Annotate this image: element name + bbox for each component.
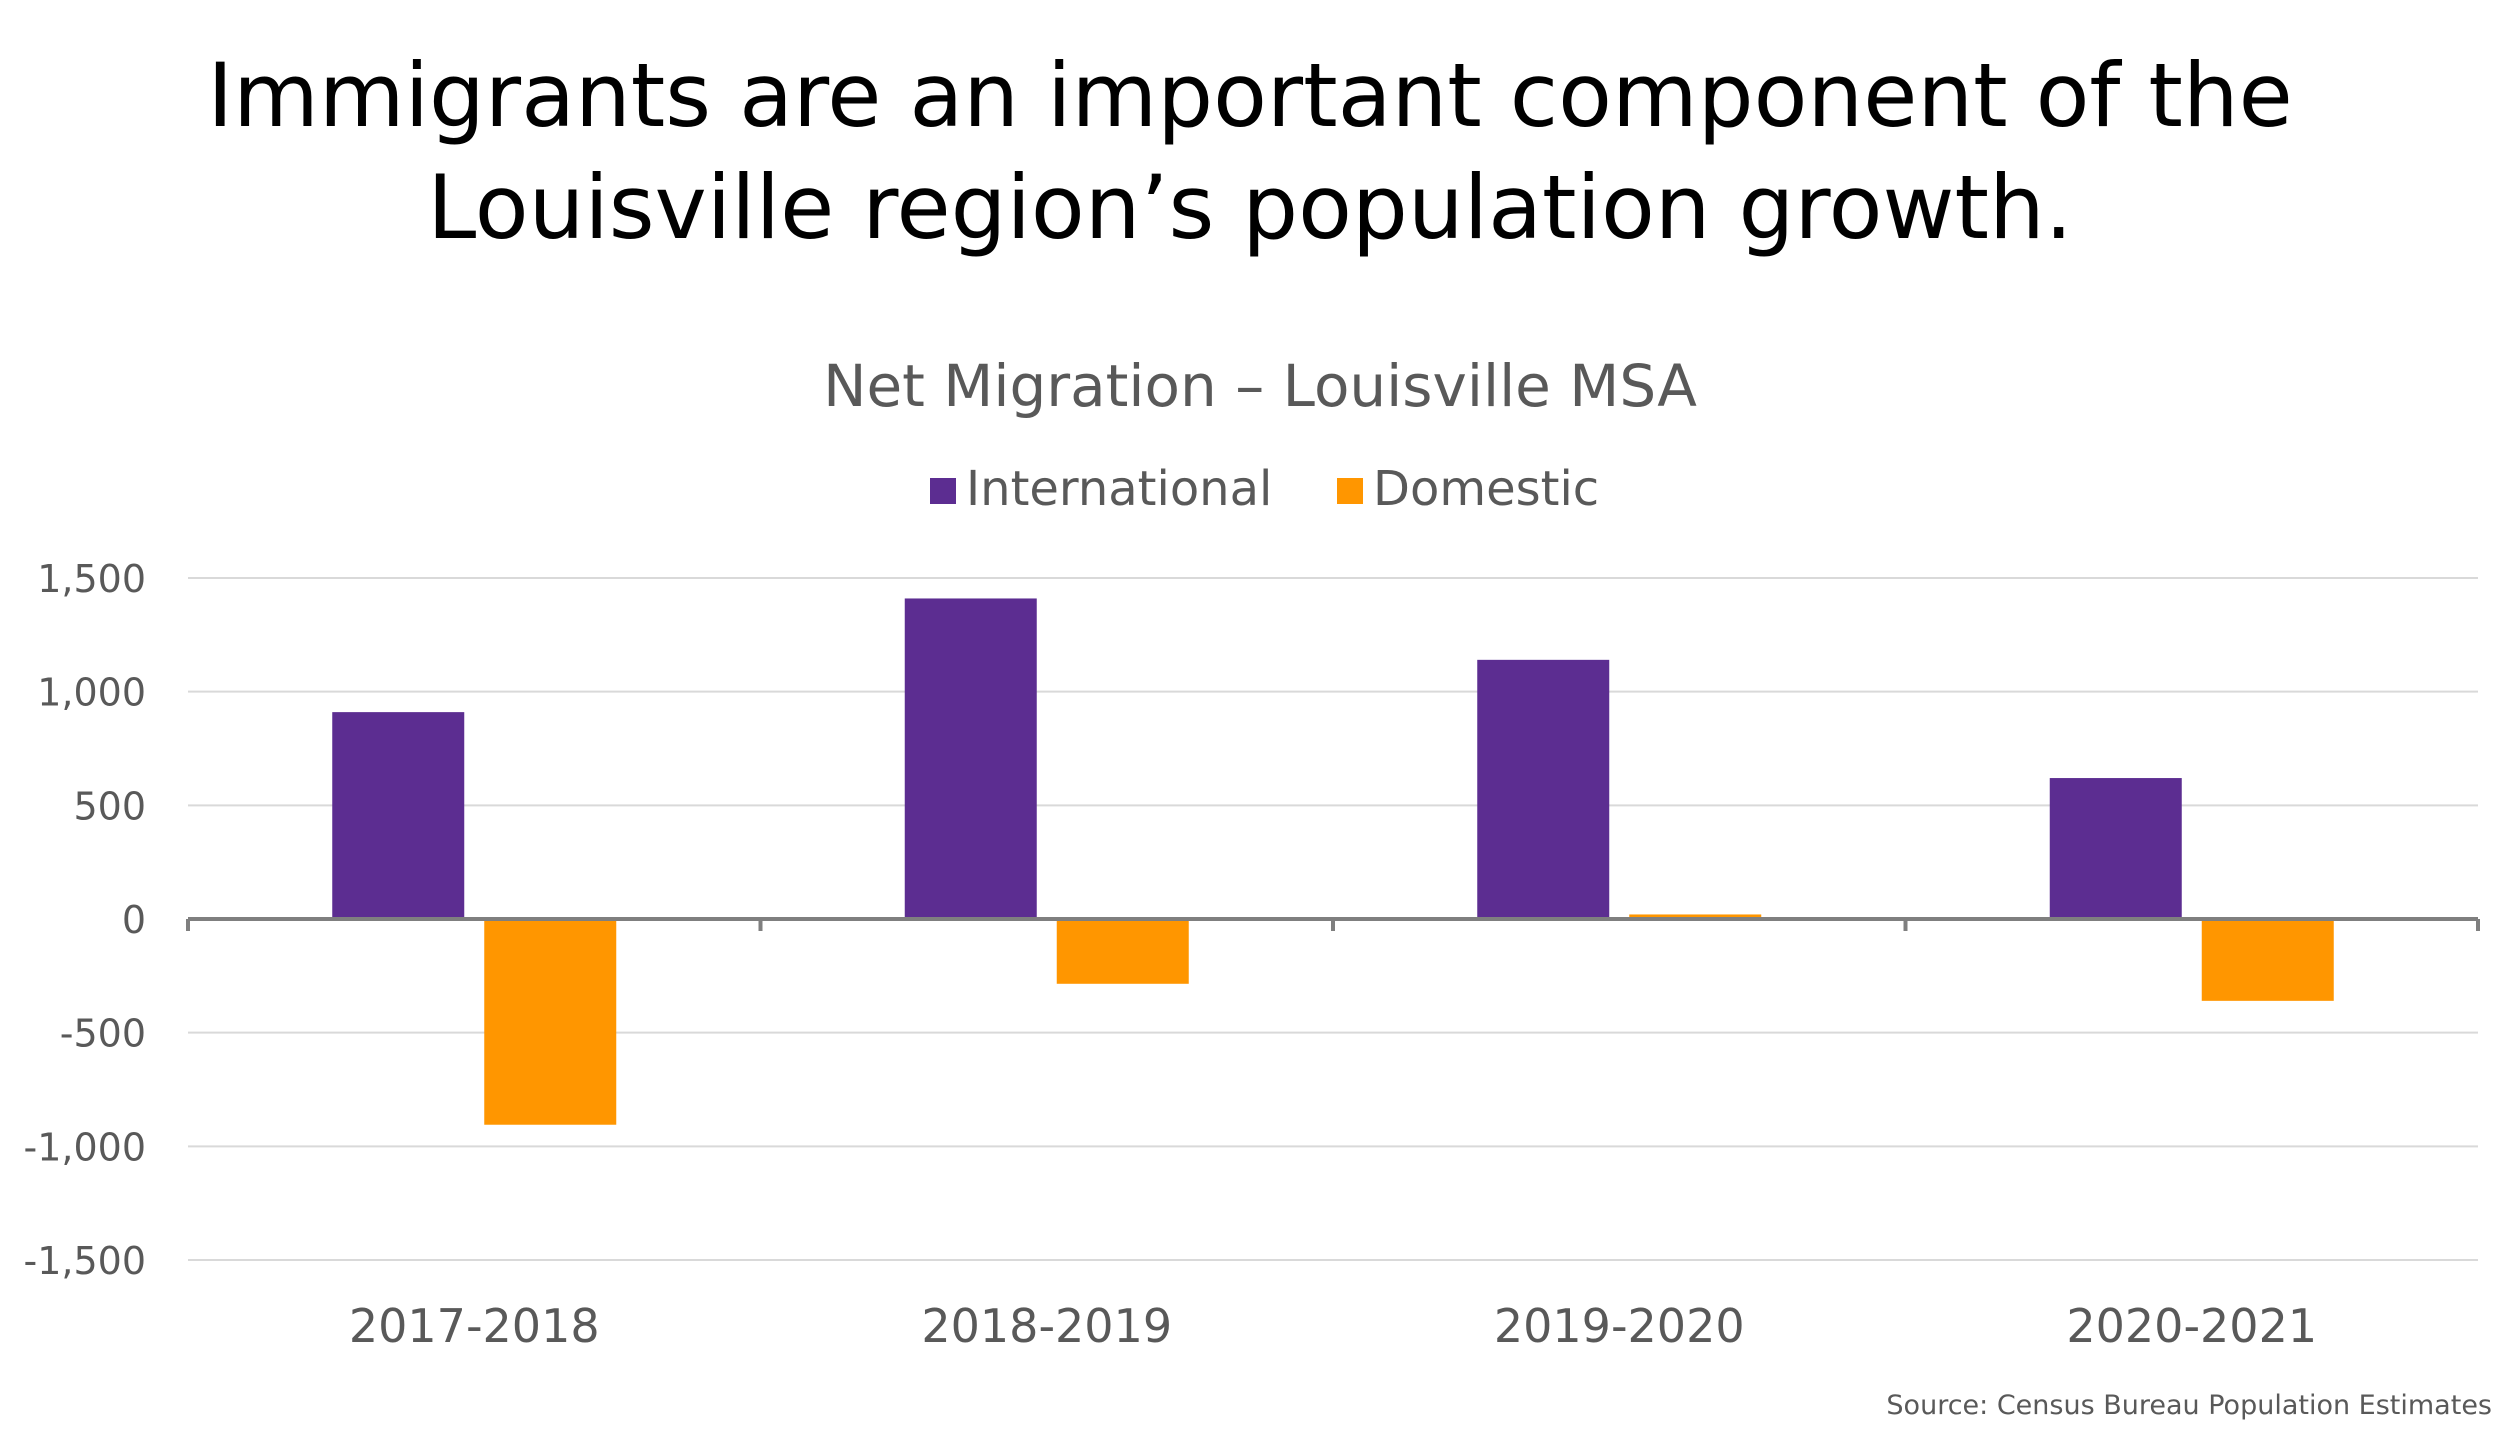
y-tick-label: 0 (122, 898, 146, 942)
y-tick-label: -500 (60, 1012, 146, 1056)
bar-international-2018-2019 (904, 598, 1037, 919)
bar-domestic-2019-2020 (1629, 914, 1762, 919)
bar-domestic-2018-2019 (1056, 919, 1189, 984)
chart-legend: International Domestic (930, 461, 1599, 517)
slide-title-line-1: Immigrants are an important component of… (207, 44, 2293, 147)
x-tick-label: 2019-2020 (1494, 1299, 1745, 1353)
x-axis: 2017-2018 2018-2019 2019-2020 2020-2021 (186, 917, 2480, 1353)
x-tick-label: 2020-2021 (2066, 1299, 2317, 1353)
slide-title: Immigrants are an important component of… (0, 40, 2500, 264)
legend-label-domestic: Domestic (1373, 461, 1599, 517)
y-tick-label: 1,000 (37, 671, 146, 715)
bar-international-2020-2021 (2049, 778, 2182, 919)
y-tick-label: -1,500 (24, 1239, 147, 1283)
chart-bars (332, 598, 2334, 1125)
source-note: Source: Census Bureau Population Estimat… (1886, 1390, 2492, 1421)
legend-swatch-international (930, 478, 956, 504)
y-axis: 1,500 1,000 500 0 -500 -1,000 -1,500 (24, 557, 147, 1283)
y-tick-label: 500 (73, 784, 146, 828)
x-tick-label: 2017-2018 (349, 1299, 600, 1353)
y-tick-label: -1,000 (24, 1125, 147, 1169)
bar-domestic-2020-2021 (2201, 919, 2334, 1001)
bar-international-2019-2020 (1477, 659, 1610, 919)
bar-international-2017-2018 (332, 712, 465, 919)
slide-title-line-2: Louisville region’s population growth. (427, 156, 2073, 259)
bar-domestic-2017-2018 (484, 919, 617, 1125)
legend-swatch-domestic (1337, 478, 1363, 504)
y-tick-label: 1,500 (37, 557, 146, 601)
x-tick-label: 2018-2019 (921, 1299, 1172, 1353)
chart-title: Net Migration – Louisville MSA (823, 352, 1697, 420)
legend-label-international: International (966, 461, 1272, 517)
